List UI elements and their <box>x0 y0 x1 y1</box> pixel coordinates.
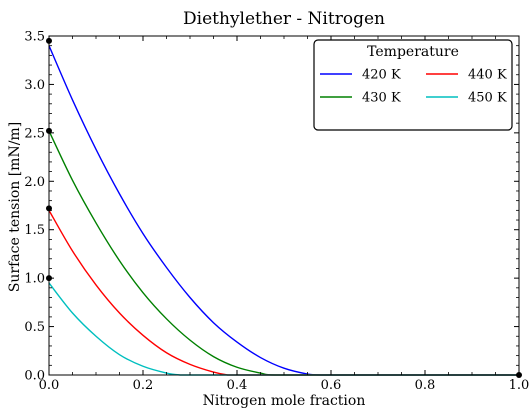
x-tick-label-1: 0.2 <box>133 378 154 393</box>
y-axis-label: Surface tension [mN/m] <box>7 122 23 292</box>
y-tick-label-5: 2.5 <box>24 126 45 141</box>
legend-entries: 420 K 430 K 440 K 450 K <box>320 68 507 106</box>
y-tick-label-4: 2.0 <box>24 175 45 190</box>
legend-label: 450 K <box>468 91 507 106</box>
legend-title: Temperature <box>367 44 459 60</box>
legend-label: 420 K <box>362 68 401 83</box>
legend-entry-420-k: 420 K <box>320 68 401 83</box>
x-axis-label: Nitrogen mole fraction <box>203 393 366 409</box>
y-tick-label-6: 3.0 <box>24 78 45 93</box>
tick-layer: 0.0 0.2 0.4 0.6 0.8 1.0 0.0 0.5 1.0 1.5 2.0 2.5 3.0 3… <box>24 30 529 394</box>
x-tick-label-3: 0.6 <box>321 378 342 393</box>
legend-entry-440-k: 440 K <box>426 68 507 83</box>
x-tick-label-2: 0.4 <box>227 378 248 393</box>
x-tick-label-5: 1.0 <box>509 378 530 393</box>
y-tick-label-3: 1.5 <box>24 223 45 238</box>
legend: Temperature 420 K 430 K 440 K 450 K <box>313 39 513 131</box>
chart-title: Diethylether - Nitrogen <box>183 9 385 29</box>
legend-frame <box>313 39 513 131</box>
legend-label: 430 K <box>362 91 401 106</box>
y-tick-label-2: 1.0 <box>24 272 45 287</box>
y-tick-label-7: 3.5 <box>24 30 45 45</box>
y-tick-label-1: 0.5 <box>24 320 45 335</box>
legend-label: 440 K <box>468 68 507 83</box>
x-tick-label-0: 0.0 <box>39 378 60 393</box>
x-tick-label-4: 0.8 <box>415 378 436 393</box>
legend-entry-430-k: 430 K <box>320 91 401 106</box>
y-tick-label-0: 0.0 <box>24 369 45 384</box>
legend-entry-450-k: 450 K <box>426 91 507 106</box>
